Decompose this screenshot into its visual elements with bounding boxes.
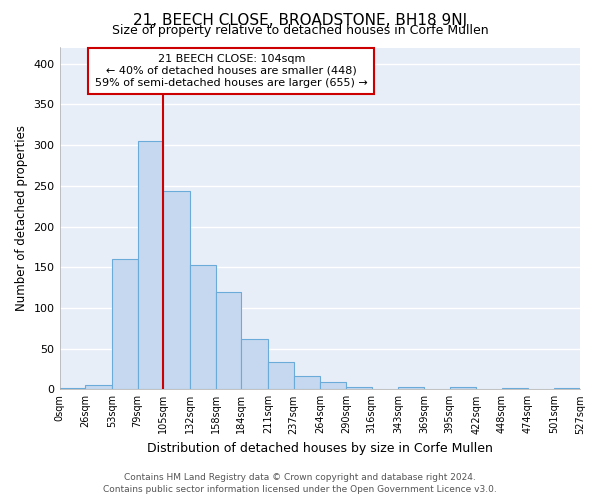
Bar	[163, 190, 190, 390]
Text: 21, BEECH CLOSE, BROADSTONE, BH18 9NJ: 21, BEECH CLOSE, BROADSTONE, BH18 9NJ	[133, 12, 467, 28]
Bar	[320, 382, 346, 390]
Bar	[398, 387, 424, 390]
Text: Contains HM Land Registry data © Crown copyright and database right 2024.
Contai: Contains HM Land Registry data © Crown c…	[103, 472, 497, 494]
Bar	[85, 385, 112, 390]
Bar	[502, 388, 527, 390]
Bar	[112, 259, 137, 390]
Bar	[59, 388, 85, 390]
Bar	[241, 339, 268, 390]
Bar	[190, 265, 215, 390]
Text: 21 BEECH CLOSE: 104sqm
← 40% of detached houses are smaller (448)
59% of semi-de: 21 BEECH CLOSE: 104sqm ← 40% of detached…	[95, 54, 368, 88]
Text: Size of property relative to detached houses in Corfe Mullen: Size of property relative to detached ho…	[112, 24, 488, 37]
Bar	[268, 362, 293, 390]
Bar	[554, 388, 580, 390]
Y-axis label: Number of detached properties: Number of detached properties	[15, 126, 28, 312]
Bar	[215, 292, 241, 390]
Bar	[346, 387, 371, 390]
X-axis label: Distribution of detached houses by size in Corfe Mullen: Distribution of detached houses by size …	[147, 442, 493, 455]
Bar	[293, 376, 320, 390]
Bar	[137, 141, 163, 390]
Bar	[449, 387, 476, 390]
